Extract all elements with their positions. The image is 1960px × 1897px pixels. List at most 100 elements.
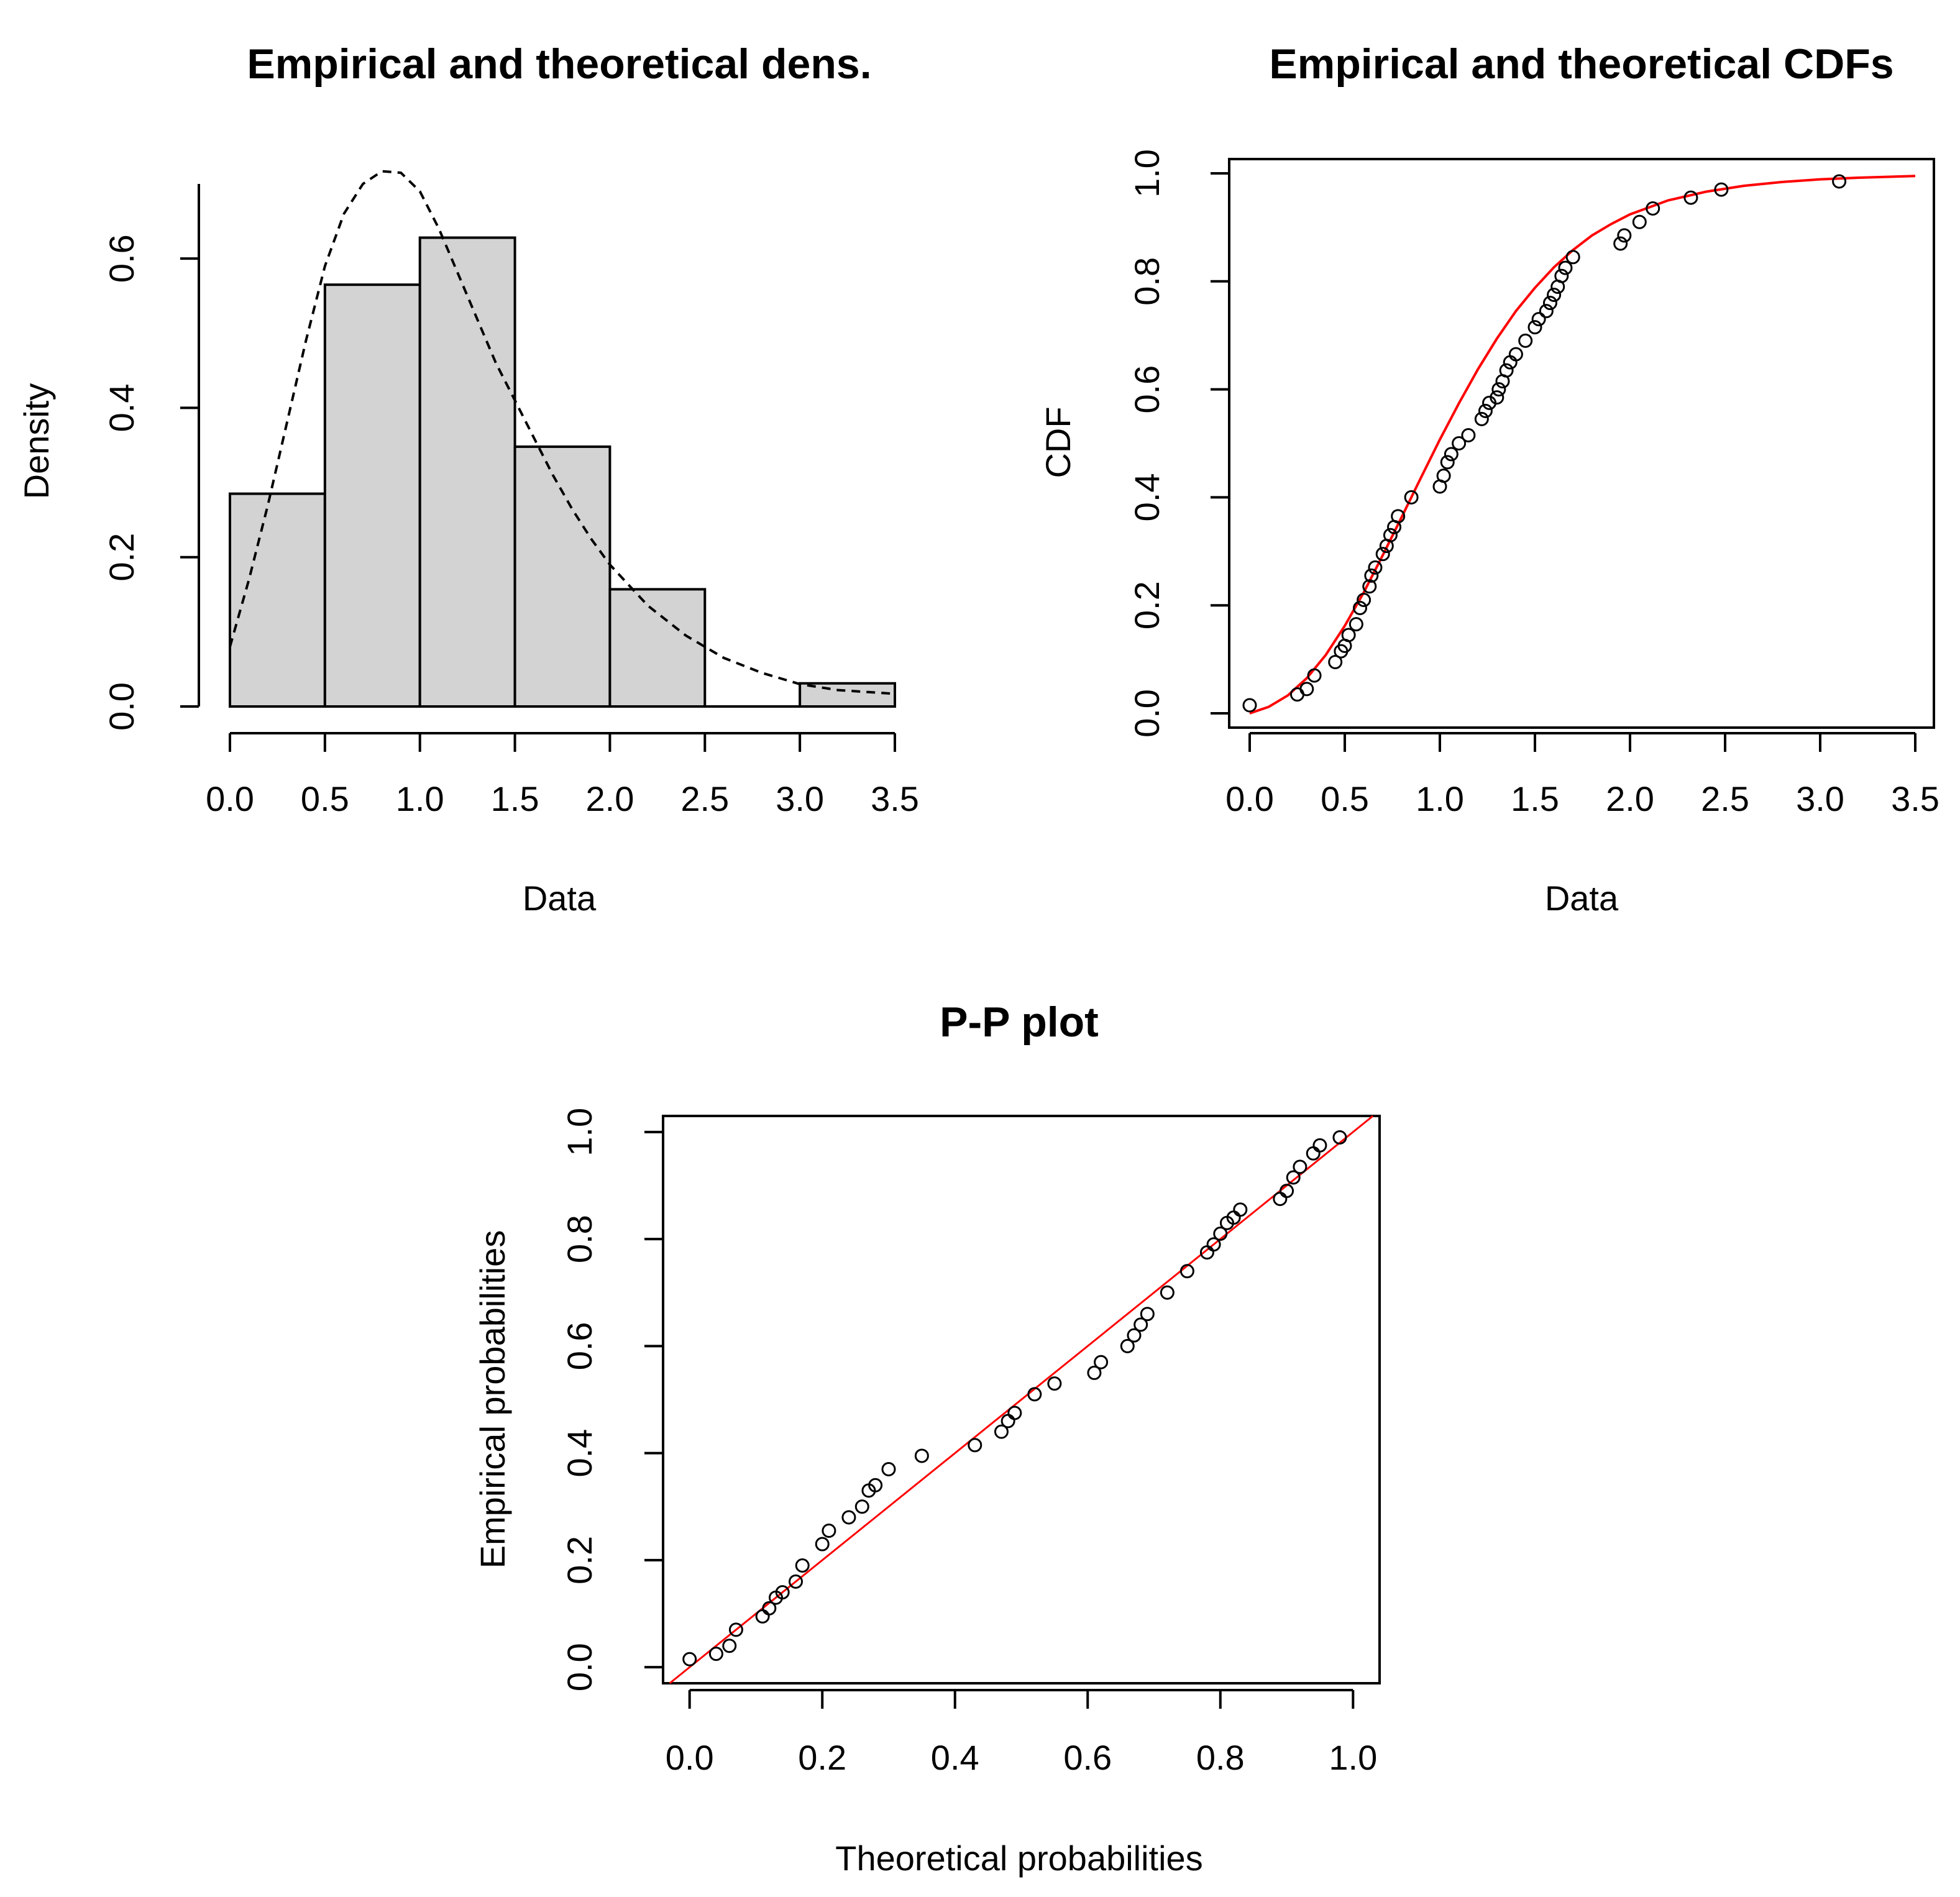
pp-point bbox=[968, 1438, 982, 1453]
pp-point bbox=[1133, 1317, 1148, 1332]
cdf-point bbox=[1391, 509, 1406, 524]
density-bar bbox=[418, 236, 516, 708]
density-x-axis: 0.0 0.5 1.0 1.5 2.0 2.5 3.0 3.5 bbox=[206, 732, 919, 818]
pp-point bbox=[1286, 1170, 1301, 1185]
cdf-point bbox=[1547, 288, 1562, 303]
cdf-point bbox=[1542, 296, 1557, 311]
pp-point bbox=[1312, 1138, 1327, 1153]
density-x-label: Data bbox=[523, 879, 597, 918]
cdf-panel: Empirical and theoretical CDFs 0.0 0.2 0.4… bbox=[1038, 40, 1939, 918]
pp-x-tick-label: 0.8 bbox=[1196, 1738, 1245, 1777]
pp-y-label: Empirical probabilities bbox=[473, 1230, 512, 1569]
cdf-point bbox=[1499, 363, 1514, 378]
cdf-y-tick-label: 0.0 bbox=[1127, 689, 1166, 738]
pp-y-tick-label: 1.0 bbox=[560, 1108, 599, 1156]
cdf-point bbox=[1444, 447, 1459, 462]
density-bar bbox=[513, 445, 611, 708]
cdf-point bbox=[1527, 320, 1542, 335]
cdf-point bbox=[1375, 547, 1390, 562]
pp-point bbox=[822, 1524, 836, 1538]
cdf-point bbox=[1558, 260, 1573, 275]
pp-y-tick-label: 0.2 bbox=[560, 1536, 599, 1584]
density-panel: Empirical and theoretical dens. 0.0 0.2 0.… bbox=[17, 40, 919, 918]
pp-point bbox=[1140, 1307, 1155, 1322]
cdf-point bbox=[1290, 687, 1304, 702]
pp-y-axis: 0.0 0.2 0.4 0.6 0.8 1.0 bbox=[560, 1108, 664, 1691]
pp-reference-line bbox=[669, 1115, 1374, 1684]
cdf-y-label: CDF bbox=[1038, 406, 1078, 478]
pp-point bbox=[994, 1424, 1009, 1439]
cdf-point bbox=[1508, 347, 1523, 362]
cdf-point bbox=[1440, 455, 1455, 470]
pp-x-axis: 0.0 0.2 0.4 0.6 0.8 1.0 bbox=[666, 1689, 1377, 1777]
density-bar bbox=[799, 682, 896, 708]
pp-point bbox=[722, 1639, 737, 1653]
pp-point bbox=[1120, 1338, 1135, 1353]
cdf-point bbox=[1307, 668, 1322, 683]
pp-point bbox=[815, 1537, 830, 1552]
density-y-label: Density bbox=[17, 383, 56, 500]
cdf-x-tick-label: 3.0 bbox=[1796, 779, 1844, 818]
cdf-point bbox=[1461, 427, 1476, 442]
density-y-axis: 0.0 0.2 0.4 0.6 bbox=[102, 184, 200, 731]
pp-x-tick-label: 1.0 bbox=[1329, 1738, 1377, 1777]
density-title: Empirical and theoretical dens. bbox=[247, 40, 871, 88]
density-x-tick-label: 2.5 bbox=[680, 779, 729, 818]
pp-x-label: Theoretical probabilities bbox=[835, 1839, 1202, 1878]
pp-point bbox=[841, 1510, 856, 1525]
cdf-x-label: Data bbox=[1545, 879, 1619, 918]
cdf-x-tick-label: 2.0 bbox=[1606, 779, 1654, 818]
density-bars bbox=[229, 236, 896, 708]
cdf-point bbox=[1474, 411, 1489, 426]
cdf-point bbox=[1490, 390, 1504, 405]
cdf-point bbox=[1832, 174, 1847, 189]
density-y-tick-label: 0.2 bbox=[102, 533, 141, 582]
pp-y-tick-label: 0.8 bbox=[560, 1215, 599, 1263]
cdf-point bbox=[1632, 214, 1647, 229]
cdf-y-tick-label: 0.6 bbox=[1127, 365, 1166, 414]
density-x-tick-label: 3.0 bbox=[776, 779, 824, 818]
pp-point bbox=[1293, 1159, 1307, 1174]
cdf-point bbox=[1383, 528, 1398, 542]
density-y-tick-label: 0.4 bbox=[102, 383, 141, 432]
cdf-x-tick-label: 2.5 bbox=[1701, 779, 1749, 818]
cdf-point bbox=[1362, 579, 1377, 594]
cdf-point bbox=[1368, 560, 1383, 575]
cdf-point bbox=[1328, 654, 1343, 669]
cdf-point bbox=[1349, 617, 1363, 632]
cdf-point bbox=[1436, 469, 1451, 483]
pp-point bbox=[755, 1609, 770, 1624]
pp-point bbox=[789, 1574, 804, 1589]
pp-y-tick-label: 0.0 bbox=[560, 1643, 599, 1691]
pp-point bbox=[868, 1478, 883, 1492]
pp-point bbox=[1273, 1192, 1288, 1207]
pp-point bbox=[1179, 1264, 1194, 1279]
cdf-point bbox=[1478, 403, 1493, 418]
pp-point bbox=[1332, 1130, 1347, 1145]
cdf-point bbox=[1613, 236, 1628, 251]
pp-point bbox=[795, 1558, 810, 1573]
pp-y-tick-label: 0.4 bbox=[560, 1429, 599, 1478]
pp-point bbox=[1094, 1355, 1109, 1369]
cdf-empirical-points bbox=[1242, 174, 1847, 713]
cdf-point bbox=[1518, 333, 1533, 348]
density-x-tick-label: 3.5 bbox=[871, 779, 919, 818]
pp-point bbox=[762, 1601, 777, 1616]
density-x-tick-label: 1.5 bbox=[491, 779, 539, 818]
density-x-tick-label: 0.5 bbox=[301, 779, 349, 818]
pp-point bbox=[1007, 1406, 1022, 1420]
pp-point bbox=[881, 1461, 896, 1476]
cdf-x-axis: 0.0 0.5 1.0 1.5 2.0 2.5 3.0 3.5 bbox=[1225, 732, 1939, 818]
pp-point bbox=[1127, 1328, 1142, 1343]
density-bar bbox=[323, 283, 421, 708]
pp-point bbox=[1280, 1184, 1294, 1199]
cdf-x-tick-label: 1.0 bbox=[1416, 779, 1464, 818]
cdf-point bbox=[1683, 190, 1698, 205]
pp-point bbox=[682, 1652, 697, 1666]
cdf-theoretical-curve bbox=[1249, 175, 1916, 715]
cdf-point bbox=[1242, 698, 1257, 713]
pp-point bbox=[708, 1647, 723, 1662]
density-bar bbox=[229, 492, 326, 708]
density-y-tick-label: 0.0 bbox=[102, 682, 141, 731]
